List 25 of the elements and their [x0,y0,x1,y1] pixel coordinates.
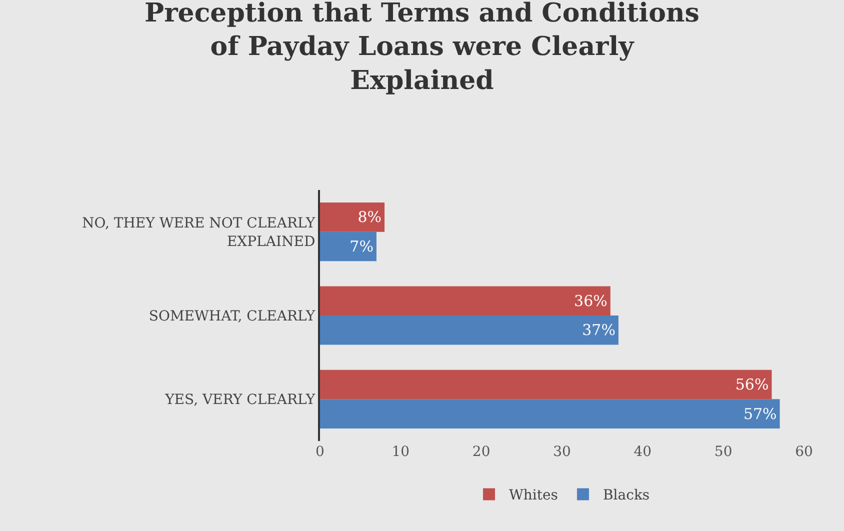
x-tick-label: 10 [392,444,410,460]
bar [320,316,618,345]
y-tick-label: YES, VERY CLEARLY [164,392,316,408]
data-label: 7% [350,237,374,256]
x-tick-label: 30 [553,444,571,460]
y-tick-label: NO, THEY WERE NOT CLEARLY EXPLAINED [82,216,316,250]
data-label: 56% [735,376,769,394]
x-tick-label: 20 [472,444,490,460]
x-tick-label: 40 [634,444,652,460]
x-tick-label: 60 [795,444,813,460]
data-label: 36% [574,292,608,310]
x-tick-label: 50 [714,444,732,460]
data-label: 57% [743,404,777,423]
bar [320,370,772,400]
data-label: 8% [358,208,382,226]
x-tick-label: 0 [316,444,324,460]
legend-label: Whites [509,488,558,504]
bar [320,232,376,262]
bar [320,202,385,232]
chart-title: Preception that Terms and Conditions of Payday Loans were Clearly Explained [144,0,700,96]
legend-label: Blacks [602,488,650,504]
data-label: 37% [582,321,616,340]
bar [320,399,780,428]
y-tick-label: SOMEWHAT, CLEARLY [148,308,316,324]
bar [320,286,610,316]
